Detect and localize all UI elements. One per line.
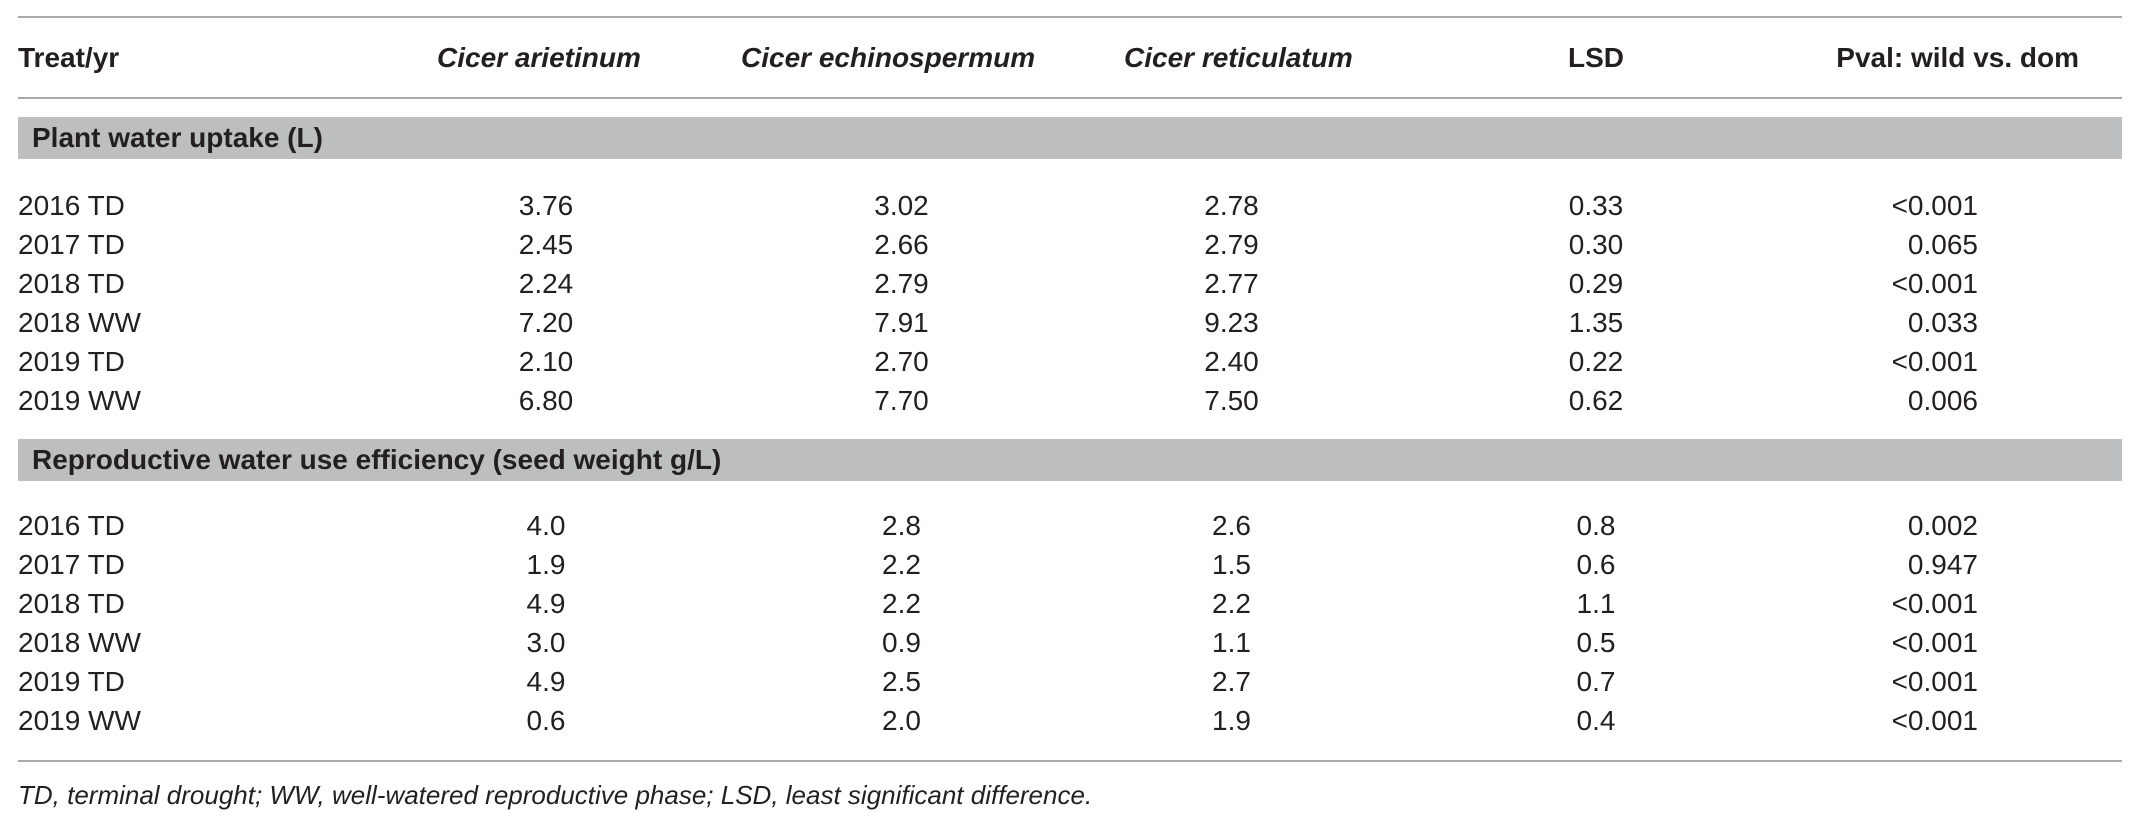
cell-pvalue: 0.065 — [1907, 229, 1978, 260]
top-rule — [18, 16, 2122, 18]
cell-value: 0.6 — [526, 705, 566, 736]
cell-value: 0.62 — [1568, 385, 1624, 416]
table-row: 2018 WW 3.0 0.9 1.1 0.5 <0.001 — [0, 623, 2140, 663]
header-rule — [18, 97, 2122, 99]
cell-pvalue: <0.001 — [1891, 190, 1978, 221]
section-header-water-use-efficiency: Reproductive water use efficiency (seed … — [18, 439, 2122, 481]
cell-value: 0.7 — [1576, 666, 1616, 697]
cell-value: 4.9 — [526, 588, 566, 619]
cell-value: 3.02 — [874, 190, 929, 221]
cell-value: 0.22 — [1568, 346, 1624, 377]
section-title: Plant water uptake (L) — [32, 122, 323, 153]
cell-value: 9.23 — [1204, 307, 1259, 338]
table-row: 2019 WW 0.6 2.0 1.9 0.4 <0.001 — [0, 701, 2140, 741]
cell-value: 2.0 — [882, 705, 921, 736]
table-row: 2019 TD 4.9 2.5 2.7 0.7 <0.001 — [0, 662, 2140, 702]
cell-value: 2.77 — [1204, 268, 1259, 299]
column-header-treat-yr: Treat/yr — [18, 42, 120, 73]
column-header-cicer-echinospermum: Cicer echinospermum — [741, 42, 1036, 73]
cell-pvalue: <0.001 — [1891, 346, 1978, 377]
row-label: 2019 TD — [18, 666, 125, 697]
cell-value: 2.45 — [518, 229, 574, 260]
cell-value: 2.10 — [518, 346, 574, 377]
cell-value: 1.9 — [1212, 705, 1251, 736]
row-label: 2016 TD — [18, 190, 125, 221]
row-label: 2019 WW — [18, 705, 141, 736]
cell-value: 0.9 — [882, 627, 921, 658]
cell-value: 6.80 — [518, 385, 574, 416]
row-label: 2017 TD — [18, 229, 125, 260]
row-label: 2018 WW — [18, 307, 141, 338]
table-footnote: TD, terminal drought; WW, well-watered r… — [18, 780, 1093, 810]
table-row: 2019 TD 2.10 2.70 2.40 0.22 <0.001 — [0, 342, 2140, 382]
row-label: 2017 TD — [18, 549, 125, 580]
column-header-pval: Pval: wild vs. dom — [1836, 42, 2079, 73]
cell-pvalue: <0.001 — [1891, 627, 1978, 658]
cell-value: 0.33 — [1568, 190, 1624, 221]
cell-pvalue: <0.001 — [1891, 268, 1978, 299]
column-header-cicer-reticulatum: Cicer reticulatum — [1124, 42, 1353, 73]
cell-value: 2.7 — [1212, 666, 1251, 697]
row-label: 2018 TD — [18, 268, 125, 299]
cell-value: 7.50 — [1204, 385, 1259, 416]
cell-value: 2.8 — [882, 510, 921, 541]
row-label: 2019 WW — [18, 385, 141, 416]
table-row: 2018 TD 2.24 2.79 2.77 0.29 <0.001 — [0, 264, 2140, 304]
table-row: 2019 WW 6.80 7.70 7.50 0.62 0.006 — [0, 381, 2140, 421]
cell-pvalue: 0.947 — [1907, 549, 1978, 580]
table-row: 2018 WW 7.20 7.91 9.23 1.35 0.033 — [0, 303, 2140, 343]
table-row: 2017 TD 2.45 2.66 2.79 0.30 0.065 — [0, 225, 2140, 265]
cell-value: 2.24 — [518, 268, 574, 299]
table-row: 2016 TD 4.0 2.8 2.6 0.8 0.002 — [0, 506, 2140, 546]
cell-value: 0.30 — [1568, 229, 1624, 260]
cell-value: 2.66 — [874, 229, 929, 260]
row-label: 2018 TD — [18, 588, 125, 619]
table-row: 2018 TD 4.9 2.2 2.2 1.1 <0.001 — [0, 584, 2140, 624]
cell-value: 2.2 — [882, 549, 921, 580]
cell-value: 2.79 — [1204, 229, 1259, 260]
cell-value: 2.79 — [874, 268, 929, 299]
cell-value: 0.6 — [1576, 549, 1616, 580]
table-row: 2017 TD 1.9 2.2 1.5 0.6 0.947 — [0, 545, 2140, 585]
cell-value: 1.5 — [1212, 549, 1251, 580]
cell-pvalue: 0.006 — [1907, 385, 1978, 416]
cell-value: 0.4 — [1576, 705, 1616, 736]
cell-value: 2.70 — [874, 346, 929, 377]
cell-value: 0.29 — [1568, 268, 1624, 299]
section-title: Reproductive water use efficiency (seed … — [32, 444, 722, 475]
cell-value: 4.0 — [526, 510, 566, 541]
cell-value: 7.91 — [874, 307, 929, 338]
bottom-rule — [18, 760, 2122, 762]
cell-pvalue: <0.001 — [1891, 666, 1978, 697]
cell-value: 1.1 — [1576, 588, 1616, 619]
cell-value: 7.70 — [874, 385, 929, 416]
section-header-water-uptake: Plant water uptake (L) — [18, 117, 2122, 159]
cell-value: 0.5 — [1576, 627, 1616, 658]
cell-value: 3.76 — [518, 190, 574, 221]
cell-value: 1.9 — [526, 549, 566, 580]
cell-value: 2.2 — [1212, 588, 1251, 619]
cell-pvalue: 0.002 — [1907, 510, 1978, 541]
table-row: 2016 TD 3.76 3.02 2.78 0.33 <0.001 — [0, 186, 2140, 226]
cell-value: 2.40 — [1204, 346, 1259, 377]
column-header-cicer-arietinum: Cicer arietinum — [437, 42, 641, 73]
column-header-lsd: LSD — [1568, 42, 1624, 73]
cell-value: 1.1 — [1212, 627, 1251, 658]
cell-value: 3.0 — [526, 627, 566, 658]
cell-value: 0.8 — [1576, 510, 1616, 541]
cell-value: 7.20 — [518, 307, 574, 338]
cell-value: 2.5 — [882, 666, 921, 697]
row-label: 2019 TD — [18, 346, 125, 377]
header-row: Treat/yr Cicer arietinum Cicer echinospe… — [0, 38, 2140, 78]
cell-value: 2.2 — [882, 588, 921, 619]
cell-value: 2.78 — [1204, 190, 1259, 221]
cell-value: 4.9 — [526, 666, 566, 697]
cell-value: 2.6 — [1212, 510, 1251, 541]
cell-value: 1.35 — [1568, 307, 1624, 338]
row-label: 2016 TD — [18, 510, 125, 541]
cell-pvalue: <0.001 — [1891, 588, 1978, 619]
cell-pvalue: 0.033 — [1907, 307, 1978, 338]
row-label: 2018 WW — [18, 627, 141, 658]
cell-pvalue: <0.001 — [1891, 705, 1978, 736]
